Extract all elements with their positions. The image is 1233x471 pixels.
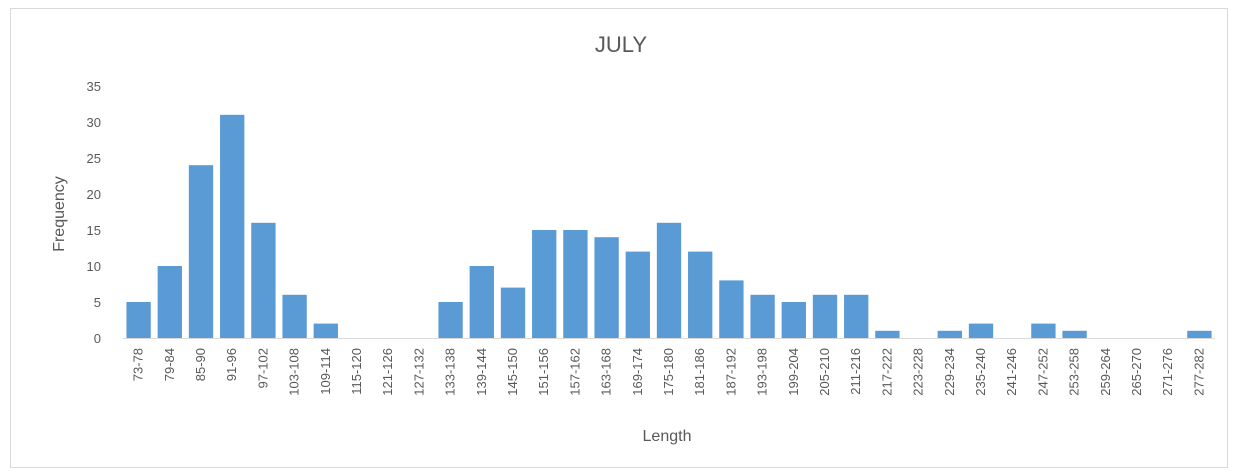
- x-tick-label: 139-144: [474, 348, 489, 396]
- bar-91-96: [220, 115, 244, 338]
- x-tick-label: 115-120: [349, 348, 364, 395]
- bar-181-186: [688, 252, 712, 338]
- bar-85-90: [189, 165, 213, 338]
- x-tick-label: 229-234: [942, 348, 957, 396]
- x-tick-label: 235-240: [973, 348, 988, 396]
- x-axis-ticks: 73-78 79-84 85-90 91-96 97-102 103-108 109-114…: [131, 348, 1207, 396]
- bar-169-174: [626, 252, 650, 338]
- bar-229-234: [938, 331, 962, 338]
- x-tick-label: 169-174: [630, 348, 645, 396]
- y-tick-label: 20: [87, 187, 101, 202]
- bar-277-282: [1187, 331, 1211, 338]
- y-tick-label: 10: [87, 259, 101, 274]
- bar-103-108: [282, 295, 306, 338]
- bar-157-162: [563, 230, 587, 338]
- x-tick-label: 247-252: [1035, 348, 1050, 396]
- y-tick-label: 15: [87, 223, 101, 238]
- x-tick-label: 127-132: [411, 348, 426, 396]
- x-tick-label: 157-162: [567, 348, 582, 396]
- x-tick-label: 223-228: [911, 348, 926, 396]
- bar-73-78: [126, 302, 150, 338]
- x-tick-label: 163-168: [599, 348, 614, 396]
- x-tick-label: 109-114: [318, 348, 333, 395]
- x-tick-label: 187-192: [723, 348, 738, 396]
- x-tick-label: 181-186: [692, 348, 707, 396]
- y-axis-title: Frequency: [51, 176, 68, 252]
- bar-199-204: [782, 302, 806, 338]
- y-axis-ticks: 0 5 10 15 20 25 30 35: [87, 79, 101, 346]
- y-tick-label: 35: [87, 79, 101, 94]
- x-axis-title: Length: [643, 428, 692, 445]
- bar-151-156: [532, 230, 556, 338]
- x-tick-label: 259-264: [1098, 348, 1113, 396]
- bar-139-144: [470, 266, 494, 338]
- bar-211-216: [844, 295, 868, 338]
- x-tick-label: 211-216: [848, 348, 863, 395]
- x-tick-label: 265-270: [1129, 348, 1144, 396]
- x-tick-label: 205-210: [817, 348, 832, 396]
- x-tick-label: 85-90: [193, 348, 208, 381]
- x-tick-label: 175-180: [661, 348, 676, 396]
- x-tick-label: 103-108: [287, 348, 302, 396]
- x-tick-label: 253-258: [1067, 348, 1082, 396]
- bar-133-138: [438, 302, 462, 338]
- x-tick-label: 97-102: [255, 348, 270, 388]
- chart-title: JULY: [595, 32, 647, 57]
- x-tick-label: 73-78: [131, 348, 146, 381]
- x-tick-label: 151-156: [536, 348, 551, 396]
- bar-235-240: [969, 324, 993, 338]
- y-tick-label: 5: [94, 295, 101, 310]
- x-tick-label: 145-150: [505, 348, 520, 396]
- y-tick-label: 30: [87, 115, 101, 130]
- bar-145-150: [501, 288, 525, 338]
- x-tick-label: 217-222: [879, 348, 894, 396]
- y-tick-label: 25: [87, 151, 101, 166]
- bar-253-258: [1062, 331, 1086, 338]
- bar-175-180: [657, 223, 681, 338]
- x-tick-label: 271-276: [1160, 348, 1175, 396]
- bar-163-168: [594, 237, 618, 338]
- x-tick-label: 79-84: [162, 348, 177, 381]
- x-tick-label: 121-126: [380, 348, 395, 396]
- x-tick-label: 133-138: [443, 348, 458, 396]
- bars-group: [126, 115, 1211, 338]
- bar-217-222: [875, 331, 899, 338]
- y-tick-label: 0: [94, 331, 101, 346]
- bar-187-192: [719, 280, 743, 338]
- bar-205-210: [813, 295, 837, 338]
- x-tick-label: 199-204: [786, 348, 801, 396]
- bar-79-84: [158, 266, 182, 338]
- x-tick-label: 91-96: [224, 348, 239, 381]
- bar-193-198: [750, 295, 774, 338]
- bar-247-252: [1031, 324, 1055, 338]
- x-tick-label: 277-282: [1191, 348, 1206, 396]
- bar-109-114: [314, 324, 338, 338]
- x-tick-label: 241-246: [1004, 348, 1019, 396]
- x-tick-label: 193-198: [755, 348, 770, 396]
- bar-97-102: [251, 223, 275, 338]
